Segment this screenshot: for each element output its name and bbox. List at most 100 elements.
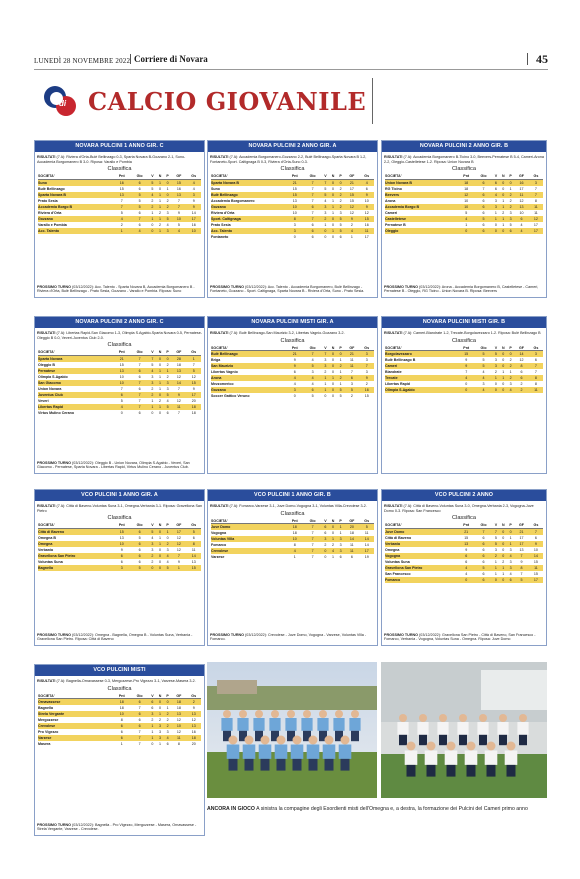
team-name: Gozzano: [211, 387, 286, 394]
table-row: Prato Sesia 7 5 2 1 2 7 9: [38, 198, 201, 204]
stat-cell: 4: [507, 387, 515, 394]
column-header: N: [329, 174, 337, 180]
table-row: Voluntas Suna 6 6 2 0 4 9 13: [38, 559, 201, 565]
stat-cell: 4: [457, 564, 475, 571]
team-name: Acc. Talento: [38, 227, 113, 234]
column-header: N: [329, 518, 337, 525]
stat-cell: 1: [171, 564, 187, 571]
standings-box: VCO PULCINI 1 ANNO GIR. B RISULTATI (7 A)…: [207, 489, 378, 646]
stat-cell: 3: [166, 547, 169, 552]
team-name: Briga: [211, 358, 221, 363]
column-header: Gs: [186, 693, 201, 700]
next-round-label: PROSSIMO TURNO: [384, 284, 419, 289]
stat-cell: 11: [191, 547, 196, 552]
stat-cell: 0: [329, 191, 337, 198]
team-name: Libertas Rapid: [38, 403, 113, 410]
stat-cell: 1: [112, 227, 131, 234]
stat-cell: 1: [156, 711, 164, 718]
stat-cell: 17: [349, 186, 354, 191]
stat-cell: 1: [502, 571, 505, 576]
table-row: Sparta Novara B 13 5 4 1 0 13 3: [38, 191, 201, 198]
team-name: Mezzomerico: [211, 382, 234, 387]
stat-cell: 4: [465, 571, 468, 576]
stat-cell: 17: [528, 576, 543, 583]
stat-cell: 0: [324, 234, 327, 239]
stat-cell: 6: [474, 179, 493, 186]
column-header: P: [163, 523, 172, 529]
team-name: Sport. Caltignaga: [211, 215, 286, 222]
stat-cell: 6: [507, 227, 515, 234]
standings-table: SOCIETA' Pnt Gio V N P GF Gs Suno 16 6 5 1 0 15 4 Bulè B…: [38, 174, 201, 234]
stat-cell: 16: [176, 186, 181, 191]
stat-cell: 4: [112, 403, 131, 410]
column-header: Gio: [130, 350, 149, 356]
stat-cell: 3: [509, 547, 512, 552]
stat-cell: 3: [528, 179, 543, 186]
stat-cell: 0: [293, 234, 296, 239]
classifica-heading: Classifica: [107, 515, 132, 522]
team-name: Riviera d'Orta: [211, 210, 235, 215]
table-row: Gravellona San Pietro 4 5 1 1 3 8 11: [385, 564, 543, 571]
stat-cell: 5: [492, 540, 500, 547]
results-label: RISULTATI: [37, 331, 56, 335]
stat-cell: 4: [344, 227, 360, 234]
stat-cell: 13: [171, 191, 187, 198]
stat-cell: 12: [349, 210, 354, 215]
stat-cell: 8: [514, 363, 529, 370]
stat-cell: 5: [163, 564, 172, 571]
stat-cell: 0: [499, 528, 508, 535]
next-round-body: (03/12/2022): Bagnella - Pro Vigezzo, Me…: [37, 822, 197, 832]
table-row: Vogogna 6 6 2 0 4 7 14: [385, 552, 543, 559]
column-header: P: [336, 174, 345, 180]
stat-cell: 17: [519, 535, 524, 540]
table-row: Juve Domo 21 7 7 0 0 21 7: [385, 528, 543, 535]
stat-cell: 8: [514, 564, 529, 571]
stat-cell: 2: [502, 559, 505, 564]
stat-cell: 7: [130, 735, 149, 742]
column-header: Pnt: [112, 523, 131, 529]
stat-cell: 15: [119, 362, 124, 367]
results-label: RISULTATI: [37, 504, 56, 508]
stat-cell: 18: [176, 362, 181, 367]
stat-cell: 13: [171, 367, 187, 374]
team-name: Ornavassese: [38, 698, 113, 706]
team-name: Bagnella: [38, 706, 53, 711]
stat-cell: 2: [163, 540, 172, 547]
stat-cell: 1: [329, 375, 337, 382]
stat-cell: 4: [285, 548, 304, 555]
stat-cell: 5: [151, 362, 154, 367]
stat-cell: 3: [339, 210, 342, 215]
team-name: Voluntas Suna: [385, 559, 410, 564]
next-round-text: PROSSIMO TURNO (03/12/2022): Bagnella - …: [37, 823, 202, 832]
stat-cell: 5: [321, 191, 330, 198]
stat-cell: 4: [359, 179, 374, 186]
stat-cell: 3: [112, 564, 131, 571]
results-text: RISULTATI (7 A): Riviera d'Orta-Bulè Bel…: [35, 152, 204, 164]
stat-cell: 18: [457, 179, 475, 186]
table-row: Vogogna 18 7 6 0 1 18 11: [211, 530, 374, 536]
stat-cell: 7: [311, 555, 314, 560]
stat-cell: 0: [159, 559, 161, 564]
team-name: Pernatese: [38, 367, 113, 374]
results-body: (7 A): Bagnella-Ornavassese 0-3, Mergozz…: [56, 679, 196, 683]
standings-box: VCO PULCINI 2 ANNO RISULTATI (7 A): Città…: [381, 489, 547, 646]
team-name: Libertas Rapid: [385, 382, 410, 387]
team-name: Bulè Bellinzago: [38, 186, 65, 191]
stat-cell: 1: [509, 370, 512, 375]
stat-cell: 0: [492, 227, 500, 234]
stat-cell: 0: [332, 370, 334, 375]
stat-cell: 21: [285, 179, 304, 186]
next-round-text: PROSSIMO TURNO (03/12/2022): Gravellona …: [384, 633, 544, 642]
table-row: Gravellona San Pietro 6 6 2 0 4 7 14: [38, 552, 201, 559]
stat-cell: 0: [502, 358, 505, 363]
column-header: Gio: [130, 174, 149, 180]
column-header: GF: [171, 350, 187, 356]
stat-cell: 1: [148, 215, 157, 222]
stat-cell: 17: [186, 215, 201, 222]
results-label: RISULTATI: [37, 155, 56, 159]
stat-cell: 13: [519, 547, 524, 552]
column-header: Pnt: [457, 174, 475, 180]
stat-cell: 0: [151, 222, 154, 227]
stat-cell: 14: [514, 350, 529, 358]
column-header: GF: [171, 523, 187, 529]
